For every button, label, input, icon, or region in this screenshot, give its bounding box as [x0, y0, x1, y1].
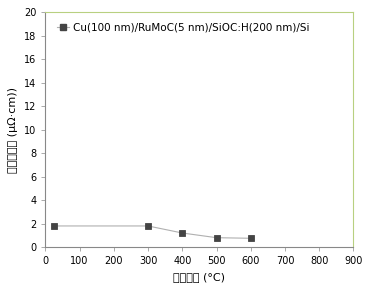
X-axis label: 退火温度 (°C): 退火温度 (°C): [173, 272, 226, 282]
Y-axis label: 方块电阴率 (μΩ·cm)): 方块电阴率 (μΩ·cm)): [8, 87, 18, 173]
Legend: Cu(100 nm)/RuMoC(5 nm)/SiOC:H(200 nm)/Si: Cu(100 nm)/RuMoC(5 nm)/SiOC:H(200 nm)/Si: [57, 22, 310, 32]
